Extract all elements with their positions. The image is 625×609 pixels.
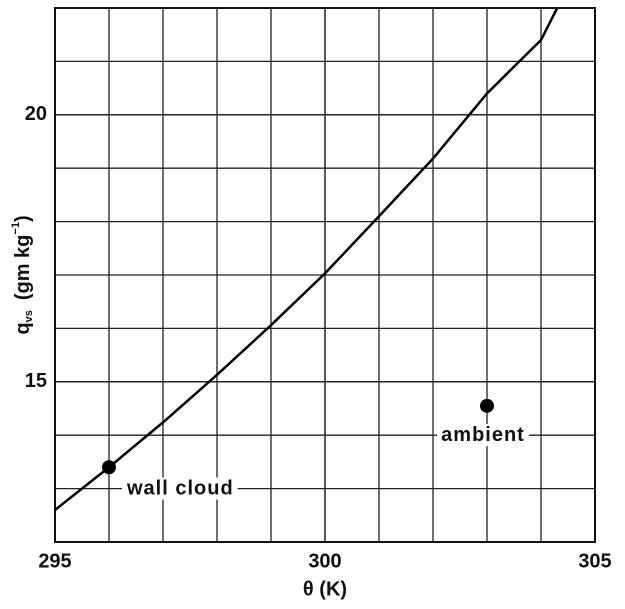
- y-label-main: q: [12, 322, 34, 334]
- x-axis-label: θ (K): [303, 578, 347, 600]
- y-tick-label: 20: [25, 103, 47, 125]
- point-label: wall cloud: [126, 478, 234, 500]
- y-label-rest: (gm kg: [12, 235, 34, 301]
- y-label-end: ): [12, 215, 34, 222]
- plot-frame: [54, 7, 596, 543]
- x-tick-label: 295: [38, 550, 71, 572]
- x-tick-label: 305: [578, 550, 611, 572]
- y-label-sub: vs: [23, 310, 35, 322]
- x-tick-label: 300: [308, 550, 341, 572]
- point-label: ambient: [441, 424, 525, 446]
- y-tick-label: 15: [25, 370, 47, 392]
- data-point: [102, 460, 116, 475]
- y-axis-label: qvs (gm kg−1): [10, 215, 35, 334]
- y-label-sup: −1: [10, 222, 22, 235]
- data-point: [480, 398, 494, 413]
- label-background: [437, 424, 529, 447]
- label-background: [122, 477, 238, 500]
- curve: [55, 8, 559, 511]
